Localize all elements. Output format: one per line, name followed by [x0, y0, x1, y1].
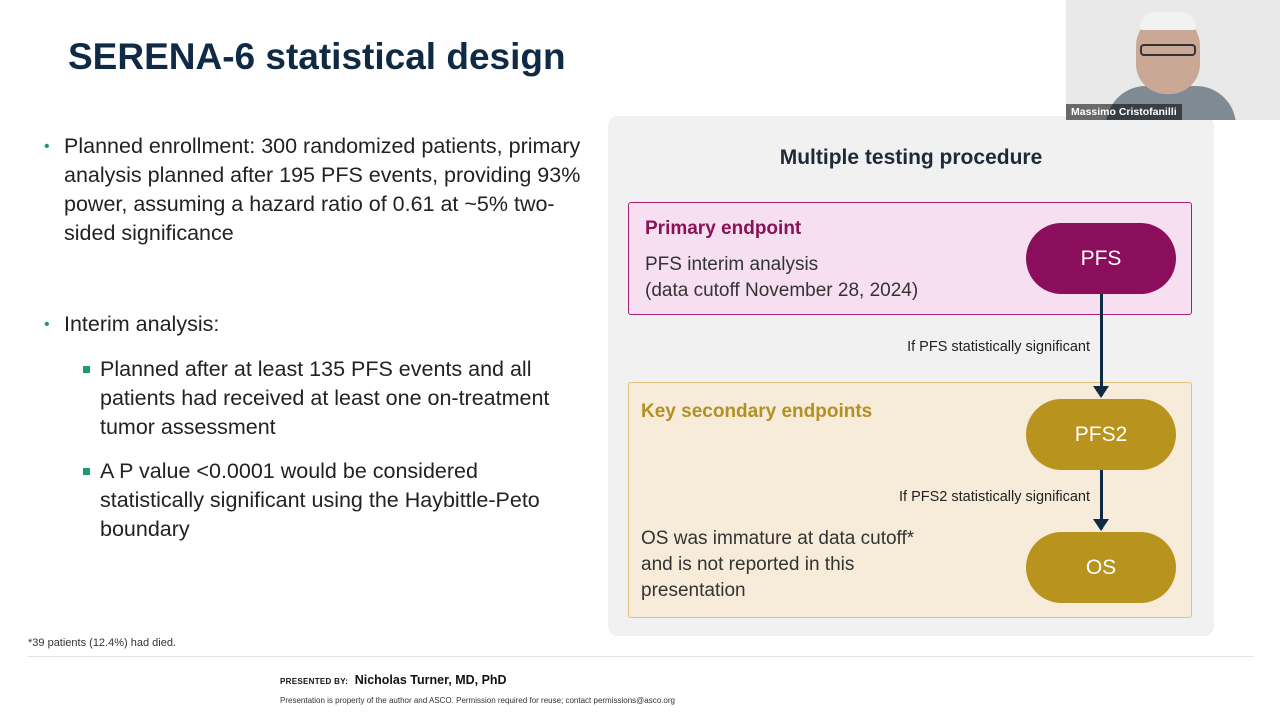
primary-line-1: PFS interim analysis — [645, 254, 819, 275]
primary-endpoint-description: PFS interim analysis (data cutoff Novemb… — [645, 252, 918, 304]
testing-procedure-panel: Multiple testing procedure Primary endpo… — [608, 116, 1214, 636]
bullet-list: • Planned enrollment: 300 randomized pat… — [44, 132, 584, 544]
copyright-notice: Presentation is property of the author a… — [280, 696, 675, 705]
glasses-icon — [1140, 44, 1196, 56]
bullet-interim-text: Interim analysis: — [64, 312, 220, 336]
bullet-item: • Interim analysis: — [44, 310, 584, 339]
presented-by: PRESENTED BY: Nicholas Turner, MD, PhD — [280, 673, 507, 687]
panel-title: Multiple testing procedure — [779, 146, 1043, 169]
speaker-video-thumbnail[interactable]: Massimo Cristofanilli — [1066, 0, 1280, 120]
bullet-dot-icon: • — [44, 316, 50, 333]
down-arrow-icon — [1093, 470, 1109, 531]
secondary-endpoints-label: Key secondary endpoints — [641, 401, 873, 422]
os-node: OS — [1026, 532, 1176, 603]
sub-bullet-pvalue-text: A P value <0.0001 would be considered st… — [100, 459, 540, 541]
footer-divider — [28, 656, 1254, 657]
down-arrow-icon — [1093, 294, 1109, 398]
pfs2-node: PFS2 — [1026, 399, 1176, 470]
speaker-hair-shape — [1140, 12, 1196, 30]
presented-by-label: PRESENTED BY: — [280, 677, 349, 686]
footnote: *39 patients (12.4%) had died. — [28, 637, 176, 649]
speaker-name-tag: Massimo Cristofanilli — [1066, 104, 1182, 120]
bullet-item: • Planned enrollment: 300 randomized pat… — [44, 132, 584, 248]
sub-bullet-events-text: Planned after at least 135 PFS events an… — [100, 357, 550, 439]
square-bullet-icon — [83, 366, 90, 373]
presenter-name: Nicholas Turner, MD, PhD — [354, 673, 507, 687]
pfs-condition-label: If PFS statistically significant — [907, 339, 1090, 355]
bullet-dot-icon: • — [44, 138, 50, 155]
primary-endpoint-label: Primary endpoint — [645, 218, 802, 239]
sub-bullet-item: Planned after at least 135 PFS events an… — [44, 355, 584, 442]
sub-bullet-item: A P value <0.0001 would be considered st… — [44, 457, 584, 544]
primary-line-2: (data cutoff November 28, 2024) — [645, 280, 919, 301]
square-bullet-icon — [83, 468, 90, 475]
os-note: OS was immature at data cutoff* and is n… — [641, 528, 915, 601]
bullet-enrollment-text: Planned enrollment: 300 randomized patie… — [64, 134, 581, 245]
pfs-node: PFS — [1026, 223, 1176, 294]
pfs2-condition-label: If PFS2 statistically significant — [899, 489, 1090, 505]
slide-title: SERENA-6 statistical design — [68, 36, 566, 77]
